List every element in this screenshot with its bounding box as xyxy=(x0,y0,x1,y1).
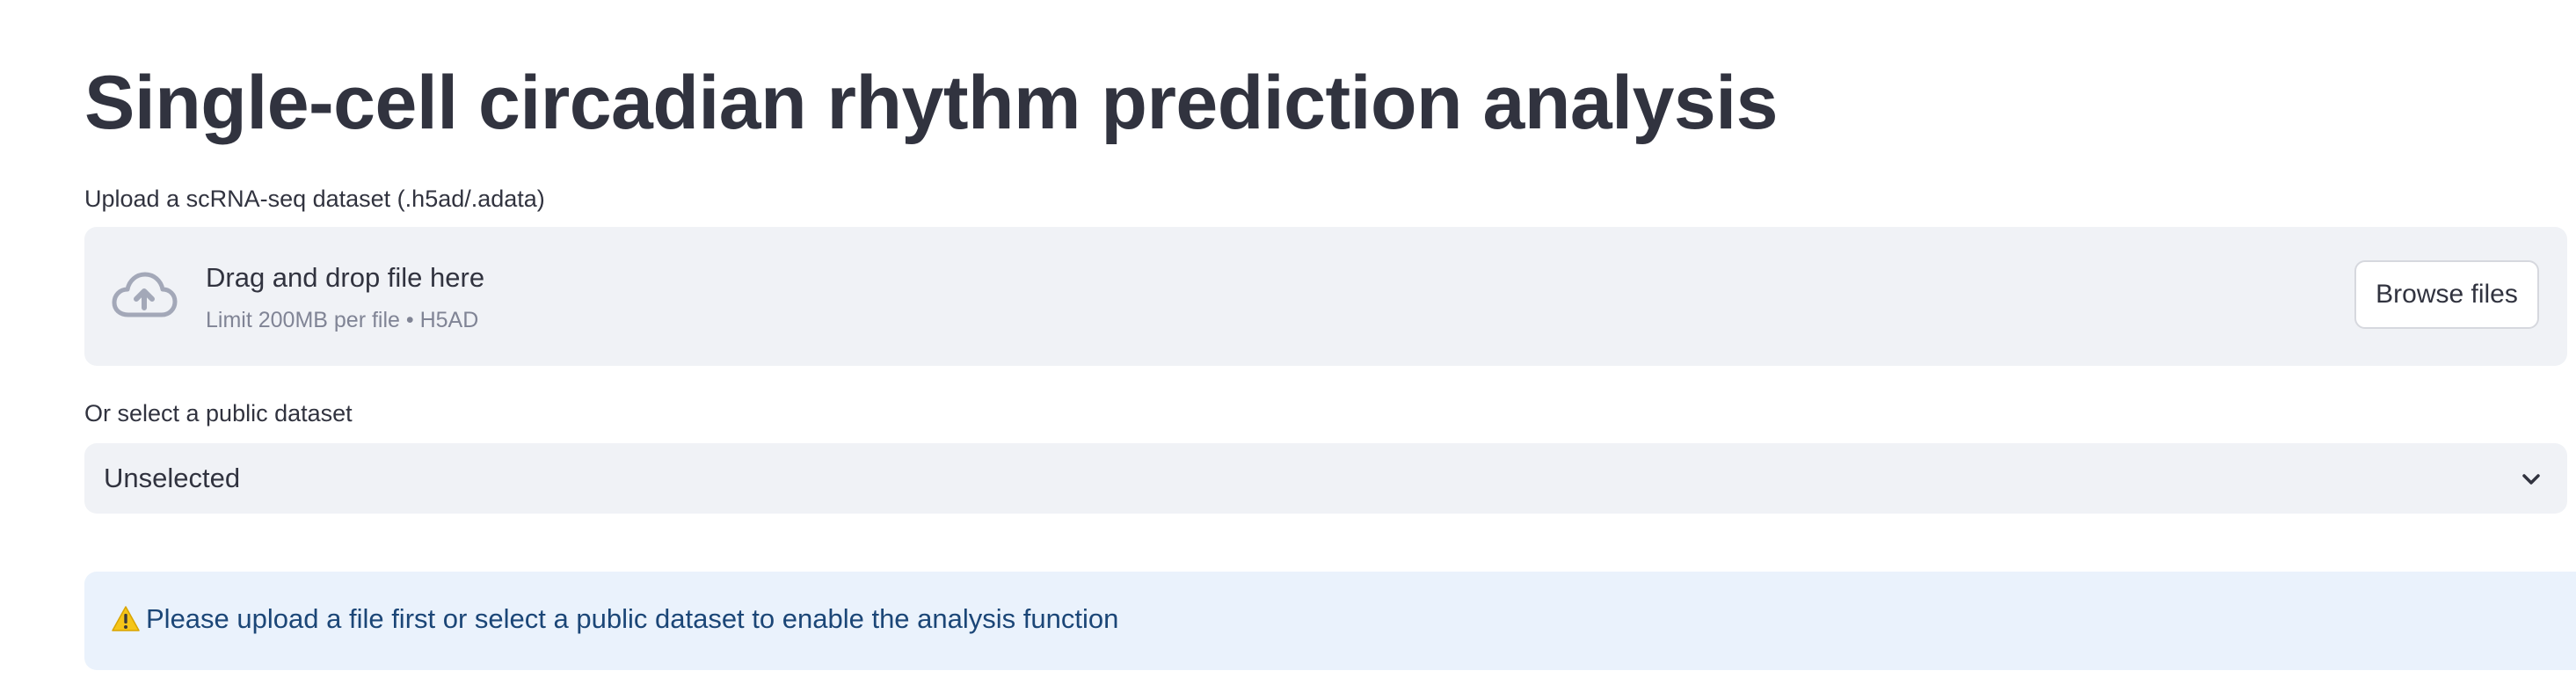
info-alert: Please upload a file first or select a p… xyxy=(84,572,2576,670)
dataset-select-value: Unselected xyxy=(104,463,241,493)
dropzone-limit-text: Limit 200MB per file • H5AD xyxy=(206,308,479,332)
alert-message: Please upload a file first or select a p… xyxy=(146,603,1119,634)
dropzone-title: Drag and drop file here xyxy=(206,262,485,293)
file-dropzone[interactable]: Drag and drop file here Limit 200MB per … xyxy=(84,227,2567,366)
dataset-select[interactable]: Unselected xyxy=(84,443,2567,514)
chevron-down-icon[interactable] xyxy=(2520,468,2543,491)
warning-icon xyxy=(111,605,141,633)
dataset-select-label: Or select a public dataset xyxy=(84,400,353,427)
page-title: Single-cell circadian rhythm prediction … xyxy=(84,61,1778,145)
file-uploader-label: Upload a scRNA-seq dataset (.h5ad/.adata… xyxy=(84,186,545,212)
cloud-upload-icon xyxy=(111,266,178,329)
browse-files-button[interactable]: Browse files xyxy=(2354,260,2539,329)
